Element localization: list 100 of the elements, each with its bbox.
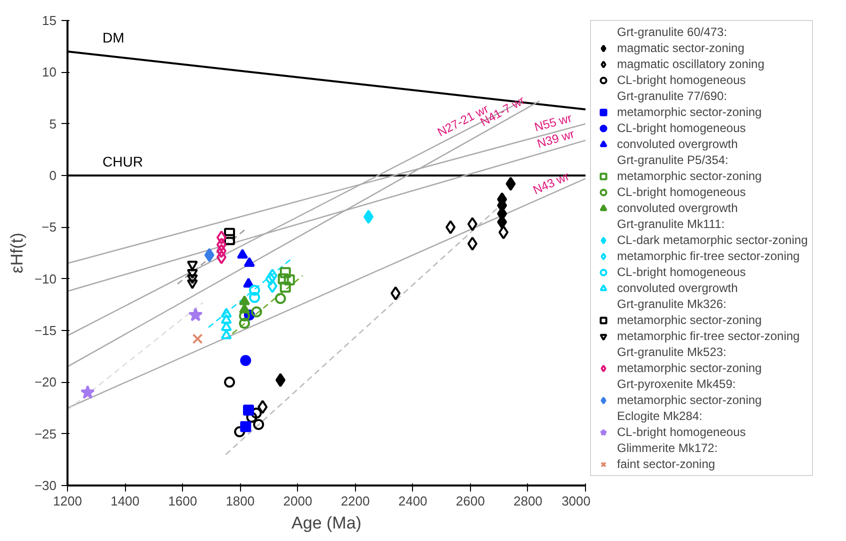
point [275, 373, 286, 388]
legend-label: CL-bright homogeneous [617, 73, 746, 87]
x-tick-label: 1200 [53, 494, 82, 508]
point [249, 284, 260, 296]
point [246, 412, 258, 423]
point [80, 385, 95, 399]
point [467, 217, 478, 232]
point [467, 236, 478, 251]
legend-label: CL-dark metamorphic sector-zoning [617, 233, 808, 247]
legend-label: magmatic oscillatory zoning [617, 57, 764, 71]
point [224, 228, 236, 239]
y-tick-label: −25 [34, 426, 57, 442]
point [186, 274, 198, 284]
legend-label: metamorphic sector-zoning [617, 105, 762, 119]
y-tick-label: −5 [42, 220, 57, 235]
legend-label: CL-bright homogeneous [617, 265, 746, 279]
point [243, 278, 254, 288]
text: Grt-granulite Mk523: [617, 345, 726, 359]
x-tick-label: 1800 [226, 494, 255, 508]
point [249, 292, 260, 303]
point [280, 282, 291, 293]
x-tick-label: 3000 [562, 494, 590, 508]
legend-label: metamorphic sector-zoning [617, 393, 762, 407]
point [390, 286, 401, 300]
point [274, 292, 286, 304]
point [253, 419, 264, 430]
point [220, 321, 232, 331]
point [251, 306, 262, 318]
y-tick-label: −30 [34, 478, 57, 493]
text: Grt-granulite Mk326: [617, 297, 726, 311]
y-tick-label: 15 [42, 13, 57, 28]
point [188, 308, 203, 322]
x-tick-label: 1600 [168, 494, 198, 508]
point [243, 404, 254, 416]
point [216, 230, 226, 244]
y-tick-label: 10 [42, 64, 57, 80]
text: Grt-pyroxenite Mk459: [617, 377, 736, 391]
point [244, 257, 255, 267]
legend-label: convoluted overgrowth [617, 201, 738, 215]
point [240, 421, 252, 432]
legend-label: convoluted overgrowth [617, 281, 738, 295]
series-label: DM [102, 30, 124, 46]
point [224, 376, 236, 388]
y-tick-label: −10 [34, 271, 57, 286]
point [267, 279, 278, 294]
point [364, 210, 374, 224]
x-tick-label: 2200 [340, 494, 370, 508]
x-tick-label: 2800 [513, 494, 542, 508]
point [240, 354, 252, 366]
text: Grt-granulite P5/354: [617, 153, 728, 167]
legend-label: magmatic sector-zoning [617, 41, 744, 55]
point [265, 272, 276, 286]
point [216, 244, 226, 258]
y-tick-label: 5 [49, 116, 57, 132]
legend-label: convoluted overgrowth [617, 137, 738, 151]
point [216, 238, 226, 252]
legend-label: metamorphic sector-zoning [617, 361, 762, 375]
text: Grt-granulite 77/690: [617, 89, 728, 103]
point [216, 250, 226, 264]
point [220, 308, 232, 318]
legend-label: CL-bright homogeneous [617, 185, 746, 199]
point [280, 267, 291, 278]
legend-label: faint sector-zoning [617, 457, 716, 471]
point [220, 314, 232, 324]
point [238, 304, 250, 314]
point [258, 400, 268, 414]
x-tick-label: 2600 [456, 494, 485, 508]
text: Eclogite Mk284: [617, 409, 702, 423]
point [224, 234, 236, 246]
annotation: N43 wr [530, 169, 572, 198]
legend-label: metamorphic fir-tree sector-zoning [617, 329, 800, 343]
y-tick-label: −15 [34, 323, 57, 338]
point [192, 334, 203, 344]
point [250, 408, 262, 419]
point [186, 269, 198, 279]
point [278, 273, 289, 284]
point [506, 176, 516, 191]
legend-label: CL-bright homogeneous [617, 121, 746, 135]
y-tick-label: −20 [34, 374, 57, 390]
y-axis-title: εHf(t) [7, 232, 26, 274]
point [498, 225, 508, 240]
text: Grt-granulite 60/473: [617, 25, 728, 39]
point [284, 274, 295, 286]
legend-label: metamorphic sector-zoning [617, 313, 762, 327]
point [267, 268, 278, 283]
text: Grt-granulite Mk111: [617, 217, 725, 231]
x-tick-label: 2400 [398, 494, 428, 508]
point [234, 426, 246, 438]
legend-label: CL-bright homogeneous [617, 425, 746, 439]
text: Glimmerite Mk172: [617, 441, 718, 455]
point [186, 279, 198, 290]
y-tick-label: 0 [49, 168, 57, 183]
point [204, 248, 214, 262]
legend-label: metamorphic fir-tree sector-zoning [617, 249, 800, 263]
series-label: CHUR [102, 154, 143, 170]
x-axis-title: Age (Ma) [292, 514, 362, 532]
x-tick-label: 1400 [110, 494, 140, 508]
point [236, 248, 248, 259]
point [238, 318, 250, 329]
x-tick-label: 2000 [283, 494, 312, 508]
